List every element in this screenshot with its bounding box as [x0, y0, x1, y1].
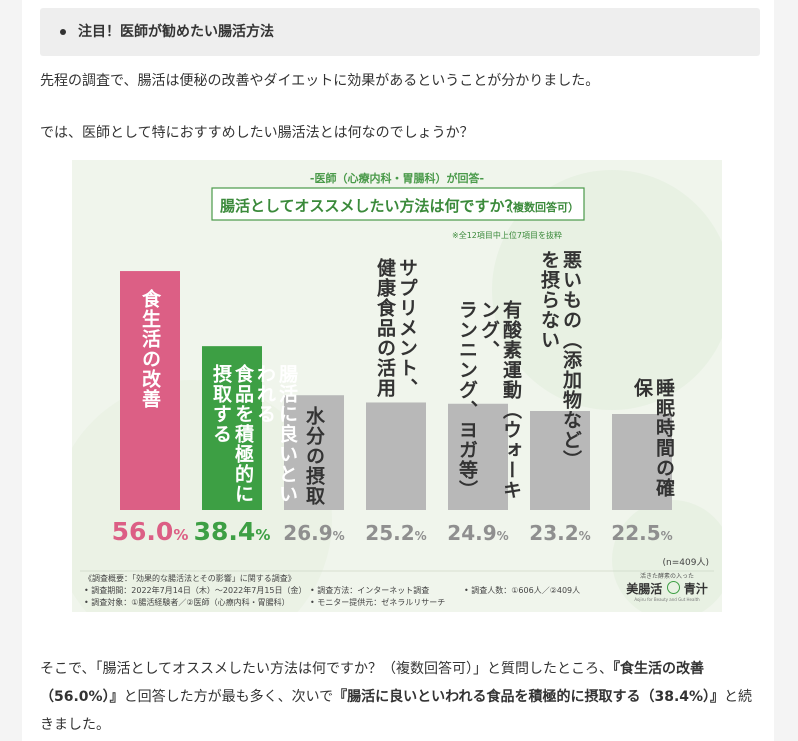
survey-infographic: -医師（心療内科・胃腸科）が回答- 腸活としてオススメしたい方法は何ですか？ （…	[72, 160, 722, 612]
bar-4	[366, 402, 426, 510]
footer-people: • 調査人数：①606人／②409人	[464, 586, 581, 595]
summary-emphasis-2: 『腸活に良いといわれる食品を積極的に摂取する（38.4%）』	[333, 689, 725, 705]
category-label-line: 有酸素運動（ウォーキング、	[478, 300, 522, 500]
category-label-5: 有酸素運動（ウォーキング、 ランニング、ヨガ等）	[456, 300, 522, 506]
bullet-icon	[60, 29, 66, 35]
brand-logo: 活きた酵素の入った 美腸活 青汁 Aojiru for Beauty and G…	[617, 573, 717, 609]
category-label-7: 睡眠時間の確保	[631, 378, 675, 506]
paragraph-intro: 先程の調査で、腸活は便秘の改善やダイエットに効果があるということが分かりました。	[40, 73, 600, 89]
infographic-subtitle: -医師（心療内科・胃腸科）が回答-	[310, 171, 484, 185]
scope-note: ※全12項目中上位7項目を抜粋	[452, 230, 562, 240]
logo-sub: Aojiru for Beauty and Gut Health	[634, 597, 700, 602]
category-label-line: 食生活の改善	[139, 289, 161, 410]
question-frame	[211, 187, 585, 221]
logo-leaf-icon	[666, 581, 680, 594]
bar-3	[284, 395, 344, 510]
value-label-2: 38.4%	[194, 517, 271, 546]
bar-5	[448, 403, 508, 510]
category-label-4: サプリメント、 健康食品の活用	[374, 258, 418, 506]
footer-subjects: • 調査対象：①腸活経験者／②医師（心療内科・胃腸科）	[84, 598, 290, 607]
summary-emphasis-1: 『食生活の改善（56.0%）』	[40, 661, 705, 705]
category-label-line: 悪いもの（添加物など）	[560, 250, 582, 470]
category-label-6: 悪いもの（添加物など） を摂らない	[538, 250, 582, 506]
note-box: 注目！医師が勧めたい腸活方法	[40, 8, 760, 56]
sample-size-note: (n=409人)	[663, 557, 709, 568]
footer-period: • 調査期間：2022年7月14日（木）～2022年7月15日（金）	[84, 586, 307, 595]
logo-name: 美腸活 青汁	[617, 581, 717, 597]
category-label-line: 睡眠時間の確保	[631, 378, 675, 498]
category-label-line: 健康食品の活用	[374, 258, 396, 398]
bar-chart: -医師（心療内科・胃腸科）が回答- 腸活としてオススメしたい方法は何ですか？ （…	[72, 170, 722, 612]
logo-name-b: 青汁	[683, 582, 708, 596]
bar-7	[612, 414, 672, 510]
value-labels: 56.0% 38.4% 26.9% 25.2% 24.9% 23.2% 22.5%	[112, 517, 673, 546]
value-label-1: 56.0%	[112, 517, 189, 546]
category-label-line: 水分の摂取	[303, 406, 325, 506]
footer-method: • 調査方法：インターネット調査	[310, 586, 430, 595]
category-label-line: サプリメント、	[396, 258, 418, 398]
paragraph-question: では、医師として特におすすめしたい腸活法とは何なのでしょうか？	[40, 125, 474, 141]
bar-1	[120, 271, 180, 510]
footer-overview: 《調査概要：「効果的な腸活法とその影響」に関する調査》	[84, 574, 296, 583]
bar-2	[202, 346, 262, 510]
article-page: 注目！医師が勧めたい腸活方法 先程の調査で、腸活は便秘の改善やダイエットに効果が…	[22, 0, 774, 741]
value-label-4: 25.2%	[365, 521, 426, 545]
question-note: （複数回答可）	[502, 200, 579, 214]
question-title: 腸活としてオススメしたい方法は何ですか？	[220, 197, 520, 215]
logo-name-a: 美腸活	[626, 582, 663, 596]
category-label-line: ランニング、ヨガ等）	[456, 300, 478, 500]
summary-text-b: と回答した方が最も多く、次いで	[123, 689, 334, 705]
summary-text-a: そこで、「腸活としてオススメしたい方法は何ですか？（複数回答可）」と質問したとこ…	[40, 661, 614, 677]
bar-6	[530, 411, 590, 510]
category-label-line: 腸活に良いといわれる	[254, 364, 298, 505]
logo-tagline: 活きた酵素の入った	[639, 573, 694, 580]
category-label-2: 腸活に良いといわれる 食品を積極的に摂取する	[210, 364, 298, 506]
summary-text-c: と続きました。	[40, 689, 753, 733]
value-label-5: 24.9%	[447, 521, 508, 545]
category-label-3: 水分の摂取	[303, 406, 325, 506]
category-label-1: 食生活の改善	[139, 289, 161, 506]
bars	[120, 271, 672, 510]
paragraph-summary: そこで、「腸活としてオススメしたい方法は何ですか？（複数回答可）」と質問したとこ…	[40, 655, 758, 739]
footer-monitor: • モニター提供元：ゼネラルリサーチ	[310, 598, 446, 607]
value-label-7: 22.5%	[611, 521, 672, 545]
category-label-line: を摂らない	[538, 250, 560, 350]
value-label-6: 23.2%	[529, 521, 590, 545]
note-heading: 注目！医師が勧めたい腸活方法	[78, 24, 274, 40]
value-label-3: 26.9%	[283, 521, 344, 545]
category-label-line: 食品を積極的に摂取する	[210, 364, 254, 505]
